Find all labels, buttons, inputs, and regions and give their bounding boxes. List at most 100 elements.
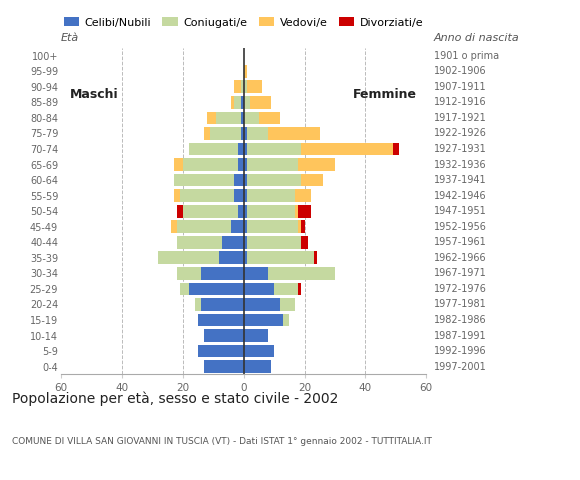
Bar xyxy=(268,127,320,140)
Bar xyxy=(180,283,189,295)
Bar xyxy=(314,252,317,264)
Bar xyxy=(299,220,302,233)
Bar xyxy=(158,252,219,264)
Bar xyxy=(244,81,246,93)
Text: 1912-1916: 1912-1916 xyxy=(434,97,486,108)
Text: 1977-1981: 1977-1981 xyxy=(434,300,486,310)
Bar xyxy=(189,283,244,295)
Text: 1932-1936: 1932-1936 xyxy=(434,159,486,169)
Bar xyxy=(176,267,201,280)
Bar xyxy=(246,252,314,264)
Text: 1952-1956: 1952-1956 xyxy=(434,222,487,232)
Text: Anno di nascita: Anno di nascita xyxy=(434,33,519,43)
Bar xyxy=(189,143,238,156)
Bar xyxy=(244,267,268,280)
Text: 1957-1961: 1957-1961 xyxy=(434,237,486,247)
Text: 1902-1906: 1902-1906 xyxy=(434,66,486,76)
Bar xyxy=(171,220,176,233)
Bar xyxy=(244,283,274,295)
Text: 1967-1971: 1967-1971 xyxy=(434,268,486,278)
Bar xyxy=(244,205,246,217)
Bar xyxy=(180,189,234,202)
Bar xyxy=(210,127,241,140)
Bar xyxy=(280,298,295,311)
Text: Maschi: Maschi xyxy=(70,88,119,101)
Bar xyxy=(246,127,268,140)
Bar xyxy=(234,81,241,93)
Bar xyxy=(250,96,271,109)
Bar xyxy=(302,174,323,187)
Text: 1937-1941: 1937-1941 xyxy=(434,175,486,185)
Bar xyxy=(246,236,302,249)
Bar xyxy=(295,189,311,202)
Bar xyxy=(244,96,250,109)
Bar xyxy=(231,96,234,109)
Bar xyxy=(244,65,246,78)
Bar xyxy=(195,298,201,311)
Bar xyxy=(246,158,299,171)
Bar xyxy=(244,127,246,140)
Bar xyxy=(238,205,244,217)
Text: 1987-1991: 1987-1991 xyxy=(434,331,486,340)
Bar xyxy=(295,205,299,217)
Bar xyxy=(246,174,302,187)
Bar xyxy=(241,81,244,93)
Bar xyxy=(244,329,268,342)
Bar xyxy=(238,143,244,156)
Bar xyxy=(241,127,244,140)
Bar xyxy=(234,174,244,187)
Bar xyxy=(219,252,244,264)
Bar xyxy=(198,313,244,326)
Bar xyxy=(204,127,210,140)
Bar xyxy=(238,158,244,171)
Legend: Celibi/Nubili, Coniugati/e, Vedovi/e, Divorziati/e: Celibi/Nubili, Coniugati/e, Vedovi/e, Di… xyxy=(59,13,428,32)
Bar xyxy=(234,189,244,202)
Text: Femmine: Femmine xyxy=(353,88,417,101)
Bar xyxy=(244,111,259,124)
Bar xyxy=(244,143,246,156)
Bar xyxy=(299,283,302,295)
Bar xyxy=(183,205,238,217)
Text: 1917-1921: 1917-1921 xyxy=(434,113,486,123)
Bar xyxy=(299,158,335,171)
Bar xyxy=(302,143,393,156)
Bar xyxy=(274,283,299,295)
Bar xyxy=(244,158,246,171)
Text: 1907-1911: 1907-1911 xyxy=(434,82,486,92)
Bar xyxy=(244,174,246,187)
Text: 1947-1951: 1947-1951 xyxy=(434,206,486,216)
Bar xyxy=(234,96,241,109)
Text: Popolazione per età, sesso e stato civile - 2002: Popolazione per età, sesso e stato civil… xyxy=(12,391,338,406)
Bar xyxy=(222,236,244,249)
Bar xyxy=(246,220,299,233)
Text: 1997-2001: 1997-2001 xyxy=(434,361,486,372)
Text: 1901 o prima: 1901 o prima xyxy=(434,51,499,61)
Bar xyxy=(183,158,238,171)
Text: 1962-1966: 1962-1966 xyxy=(434,253,486,263)
Bar xyxy=(246,143,302,156)
Bar xyxy=(176,205,183,217)
Bar xyxy=(246,205,295,217)
Text: Età: Età xyxy=(61,33,79,43)
Bar xyxy=(244,298,280,311)
Bar xyxy=(244,313,283,326)
Bar xyxy=(244,189,246,202)
Bar xyxy=(231,220,244,233)
Bar xyxy=(198,345,244,358)
Bar xyxy=(173,174,234,187)
Bar xyxy=(201,267,244,280)
Bar xyxy=(244,360,271,373)
Bar xyxy=(241,96,244,109)
Text: 1922-1926: 1922-1926 xyxy=(434,129,487,139)
Bar xyxy=(244,252,246,264)
Bar xyxy=(241,111,244,124)
Bar xyxy=(302,236,307,249)
Bar xyxy=(283,313,289,326)
Bar xyxy=(173,189,180,202)
Text: 1972-1976: 1972-1976 xyxy=(434,284,487,294)
Bar xyxy=(176,236,222,249)
Text: COMUNE DI VILLA SAN GIOVANNI IN TUSCIA (VT) - Dati ISTAT 1° gennaio 2002 - TUTTI: COMUNE DI VILLA SAN GIOVANNI IN TUSCIA (… xyxy=(12,437,432,446)
Bar xyxy=(268,267,335,280)
Bar xyxy=(176,220,231,233)
Bar xyxy=(204,329,244,342)
